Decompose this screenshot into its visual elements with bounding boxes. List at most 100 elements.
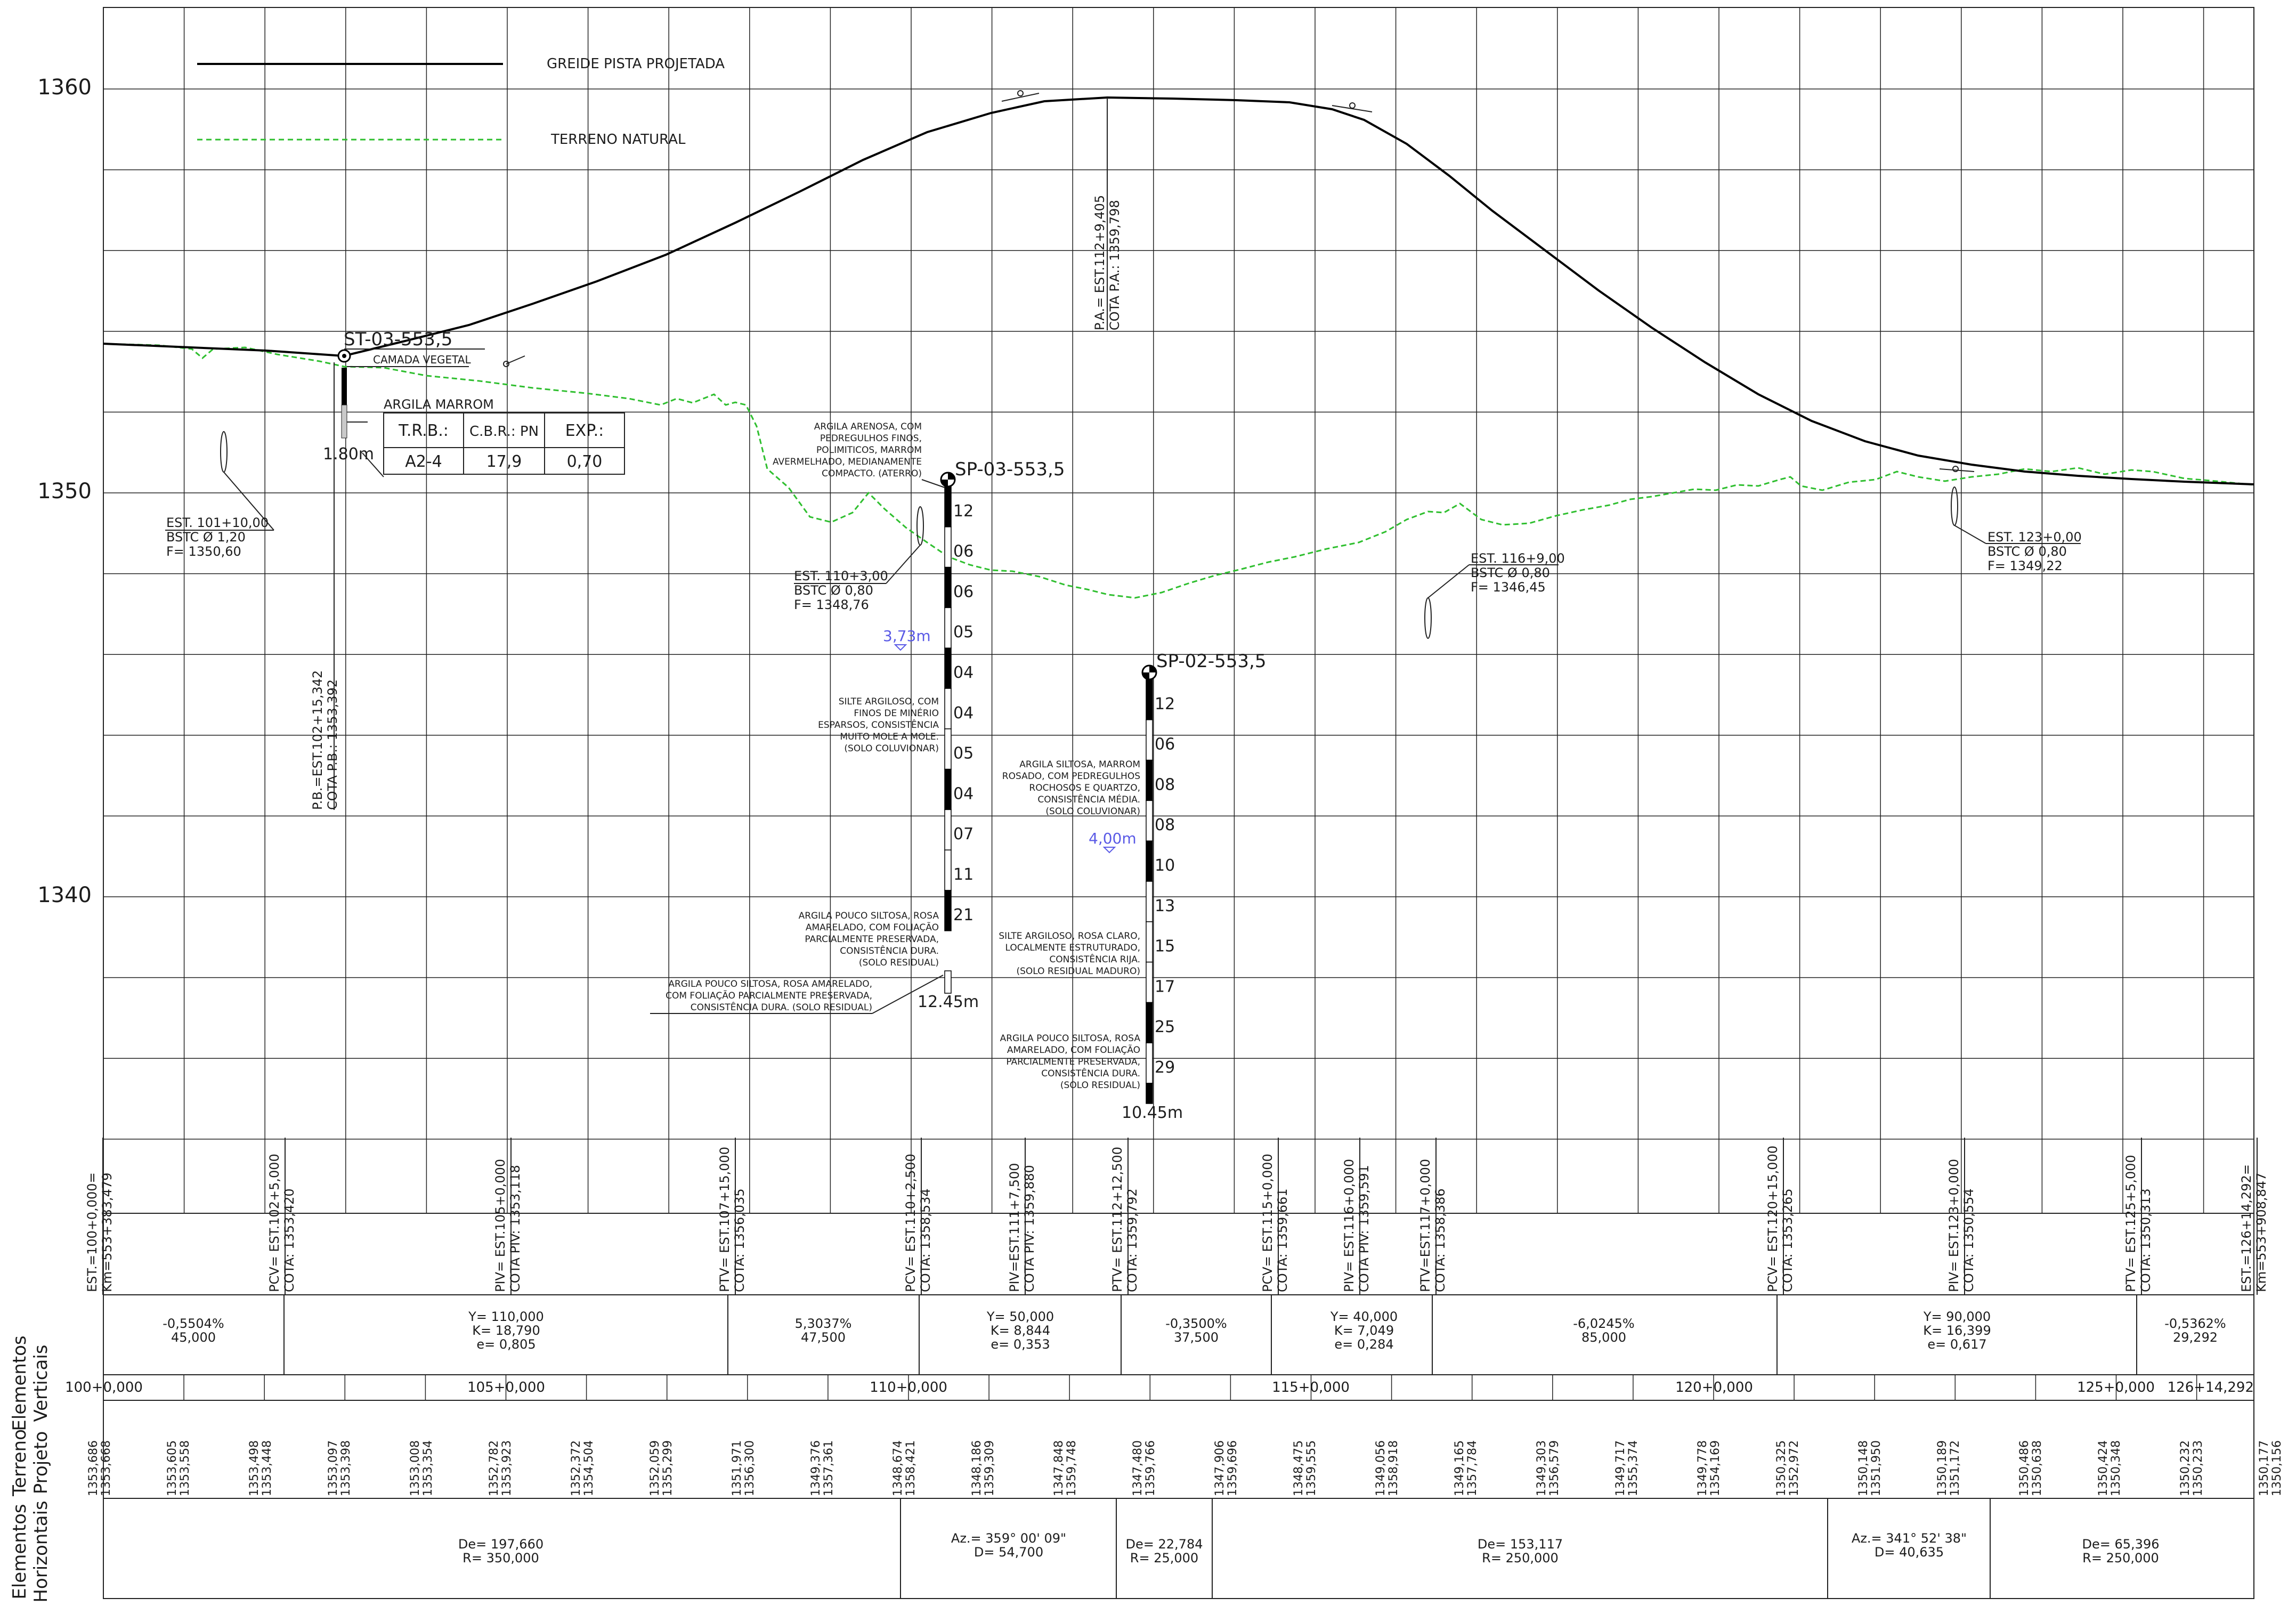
culvert-diameter: BSTC Ø 0,80 (1987, 544, 2067, 559)
spt-segment (944, 647, 952, 689)
soil-layer-line: ARGILA POUCO SILTOSA, ROSA (1000, 1033, 1141, 1044)
soil-layer-label: ARGILA POUCO SILTOSA, ROSA AMARELADO, CO… (666, 979, 872, 1013)
project-value: 1358,421 (904, 1440, 918, 1496)
terrain-value: 1348,186 (970, 1440, 984, 1496)
station-elevation: COTA PIV: 1359,880 (1022, 1165, 1037, 1292)
soil-layer-line: SILTE ARGILOSO, COM (839, 696, 939, 707)
spt-value: 10 (1155, 856, 1175, 875)
spt-segment (1146, 759, 1153, 801)
terrain-value: 1352,372 (570, 1440, 583, 1496)
project-value: 1351,950 (1870, 1440, 1883, 1496)
soil-layer-line: COM FOLIAÇÃO PARCIALMENTE PRESERVADA, (666, 989, 872, 1001)
low-point-station: P.B.=EST.102+15,342 (310, 670, 325, 810)
project-value: 1354,504 (582, 1440, 596, 1496)
horizontal-element-value: De= 153,117 (1478, 1537, 1563, 1552)
project-value: 1352,972 (1788, 1440, 1801, 1496)
soil-layer-leader (921, 479, 945, 488)
station-elevation: COTA: 1356,035 (732, 1188, 747, 1292)
vertical-element-value: 29,292 (2173, 1330, 2218, 1345)
soil-layer-line: FINOS DE MINÉRIO (854, 707, 939, 719)
station-elevation: COTA: 1358,534 (918, 1188, 933, 1292)
soil-layer-line: CONSISTÊNCIA MÉDIA. (1037, 793, 1140, 805)
vertical-element-value: K= 7,049 (1334, 1323, 1394, 1338)
project-value: 1355,299 (661, 1440, 675, 1496)
elevation-axis: 1360 1350 1340 (37, 75, 92, 907)
spt-value: 21 (953, 906, 973, 924)
station-label: PIV= EST.116+0,000 (1342, 1159, 1357, 1292)
borehole-id: ST-03-553,5 (344, 329, 452, 350)
spt-value: 05 (953, 744, 973, 763)
axis-label: 110+0,000 (870, 1380, 947, 1396)
borehole-symbol-fill (1142, 666, 1156, 679)
station-label: PIV= EST.123+0,000 (1946, 1159, 1961, 1292)
terrain-value: 1353,097 (327, 1440, 340, 1496)
soil-layer-line: MUITO MOLE A MOLE. (840, 732, 939, 742)
vertical-element-value: K= 18,790 (472, 1323, 540, 1338)
project-value: 1354,169 (1709, 1440, 1722, 1496)
borehole-column-clay (341, 404, 347, 439)
elevation-label: 1360 (37, 75, 92, 100)
spt-segment (944, 526, 952, 568)
vertical-element-value: 45,000 (171, 1330, 216, 1345)
ptv-marker (1952, 466, 1959, 472)
project-value: 1350,638 (2031, 1440, 2044, 1496)
horizontal-element-value: R= 25,000 (1130, 1551, 1198, 1566)
station-label: PCV= EST.115+0,000 (1260, 1154, 1275, 1292)
soil-layer-line: AMARELADO, COM FOLIAÇÃO (806, 921, 939, 933)
vertical-element-value: -0,5362% (2164, 1316, 2226, 1331)
spt-value: 12 (1155, 695, 1175, 713)
station-elevation: COTA PIV: 1359,591 (1357, 1165, 1372, 1292)
spt-value: 11 (953, 865, 973, 884)
low-point-label: P.B.=EST.102+15,342 COTA P.B.: 1353,392 (310, 362, 340, 810)
soil-layer-line: ESPARSOS, CONSISTÊNCIA (818, 719, 939, 731)
elevation-label: 1340 (37, 883, 92, 907)
legend-grade-label: GREIDE PISTA PROJETADA (547, 56, 725, 72)
high-point-elevation: COTA P.A.: 1359,798 (1107, 200, 1122, 330)
vertical-element-value: -6,0245% (1573, 1316, 1634, 1331)
soil-layer-line: CONSISTÊNCIA DURA. (SOLO RESIDUAL) (691, 1001, 872, 1013)
band-title-line: Terreno (9, 1429, 30, 1497)
spt-segment (1146, 921, 1153, 963)
culvert-leader (1427, 564, 1470, 598)
station-label: PTV=EST.117+0,000 (1418, 1159, 1433, 1292)
soil-layer-line: AVERMELHADO, MEDIANAMENTE (773, 457, 922, 467)
project-value: 1358,918 (1387, 1440, 1400, 1496)
project-value: 1353,668 (100, 1440, 113, 1496)
spt-value: 04 (953, 704, 973, 723)
culvert-leader (1954, 525, 1986, 544)
terrain-value: 1350,148 (1857, 1440, 1870, 1496)
pcv-marker (1017, 90, 1024, 96)
terrain-project-band: 1353,686 1353,668 1353,605 1353,558 1353,498… (87, 1440, 2284, 1496)
project-value: 1357,361 (822, 1440, 835, 1496)
terrain-value: 1353,605 (166, 1440, 179, 1496)
spt-value: 06 (953, 542, 973, 561)
soil-layer-line: ARGILA POUCO SILTOSA, ROSA (799, 911, 939, 921)
horizontal-element-value: Az.= 341° 52' 38" (1852, 1531, 1967, 1546)
terrain-value: 1352,782 (488, 1440, 501, 1496)
pcv-marker-tick (1001, 93, 1040, 102)
water-level: 3,73m (883, 627, 931, 645)
soil-layer-leader (872, 975, 944, 1014)
soil-layer-line: SILTE ARGILOSO, ROSA CLARO, (999, 931, 1140, 942)
station-elevation: COTA: 1358,386 (1433, 1188, 1448, 1292)
station-label: EST.=126+14,292= (2239, 1164, 2254, 1292)
spt-value: 08 (1155, 816, 1175, 834)
station-elevation: COTA: 1359,661 (1275, 1188, 1290, 1292)
borehole-column-topsoil (342, 368, 347, 405)
project-value: 1353,923 (500, 1440, 514, 1496)
spt-segment (944, 768, 952, 810)
station-label: PTV= EST.107+15,000 (717, 1147, 732, 1292)
band-title-horizontal: Elementos Horizontais (9, 1500, 52, 1602)
test-table-header: C.B.R.: PN (469, 424, 539, 440)
axis-label: 120+0,000 (1675, 1380, 1753, 1396)
spt-segment (944, 849, 952, 891)
culvert-diameter: BSTC Ø 0,80 (794, 583, 873, 598)
project-value: 1356,300 (743, 1440, 757, 1496)
axis-label: 100+0,000 (65, 1380, 143, 1396)
test-table-value: A2-4 (405, 452, 442, 471)
vertical-element-value: e= 0,805 (476, 1337, 536, 1352)
terrain-value: 1352,059 (648, 1440, 662, 1496)
terrain-value: 1347,480 (1131, 1440, 1145, 1496)
